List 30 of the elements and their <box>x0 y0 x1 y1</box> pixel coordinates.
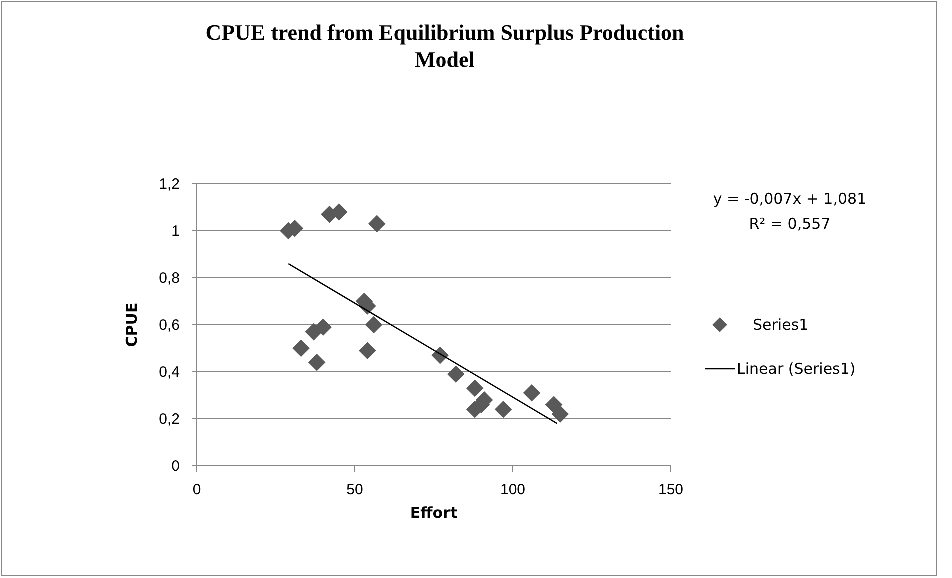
point <box>292 340 310 358</box>
point <box>447 366 465 384</box>
y-tick-label: 0 <box>172 458 180 475</box>
y-tick-label: 0,2 <box>159 410 180 428</box>
point <box>358 342 376 360</box>
point <box>365 316 383 334</box>
y-tick-label: 1,2 <box>159 176 180 193</box>
x-tick-label: 0 <box>192 482 202 498</box>
y-tick-label: 0,6 <box>159 316 180 334</box>
legend-label: Linear (Series1) <box>737 360 856 378</box>
y-tick-label: 1 <box>172 222 180 240</box>
text: R² = 0,557 <box>749 215 831 233</box>
chart-title: CPUE trend from Equilibrium Surplus Production Model <box>206 20 684 72</box>
x-tick-label: 150 <box>658 482 684 498</box>
point <box>466 380 484 398</box>
point <box>545 396 563 414</box>
point <box>314 318 332 336</box>
point <box>308 354 326 372</box>
y-tick-label: 0,4 <box>159 364 180 381</box>
point <box>552 406 570 423</box>
x-tick-label: 50 <box>346 482 364 498</box>
point <box>368 215 386 233</box>
x-axis-title: Effort <box>410 504 458 522</box>
x-tick-label: 100 <box>500 482 526 498</box>
text: y = -0,007x + 1,081 <box>713 190 867 208</box>
point <box>494 400 512 418</box>
y-tick-label: 0,8 <box>159 270 180 287</box>
y-axis-title: CPUE <box>123 302 141 348</box>
point <box>523 384 541 402</box>
legend-label: Series1 <box>753 316 809 334</box>
